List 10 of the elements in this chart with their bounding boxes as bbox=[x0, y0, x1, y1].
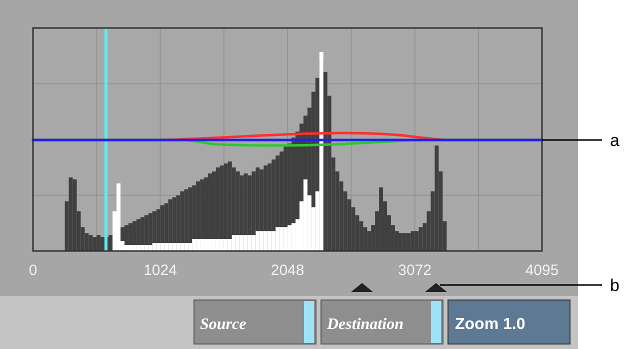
text: Zoom 1.0 bbox=[455, 316, 526, 333]
x-tick-label: 1024 bbox=[144, 262, 177, 279]
x-tick-label: 2048 bbox=[270, 262, 304, 279]
text: Source bbox=[200, 316, 246, 333]
text: Destination bbox=[326, 316, 404, 333]
x-tick-label: 0 bbox=[28, 262, 38, 279]
text: b bbox=[610, 276, 620, 295]
x-tick-label: 4095 bbox=[525, 262, 559, 279]
x-tick-label: 3072 bbox=[398, 262, 432, 279]
text: a bbox=[610, 131, 620, 150]
